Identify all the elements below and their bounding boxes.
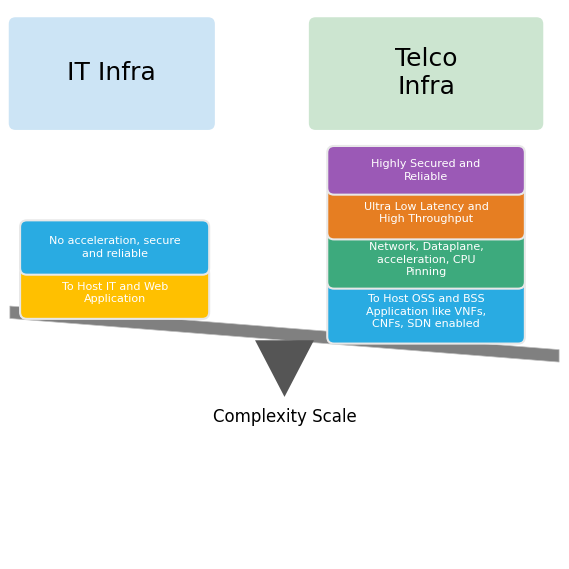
FancyBboxPatch shape bbox=[9, 17, 215, 130]
FancyBboxPatch shape bbox=[20, 220, 209, 275]
Text: No acceleration, secure
and reliable: No acceleration, secure and reliable bbox=[49, 236, 180, 259]
FancyBboxPatch shape bbox=[327, 280, 525, 344]
FancyBboxPatch shape bbox=[327, 231, 525, 288]
FancyBboxPatch shape bbox=[327, 146, 525, 195]
Text: Complexity Scale: Complexity Scale bbox=[213, 408, 356, 426]
FancyBboxPatch shape bbox=[327, 186, 525, 240]
FancyBboxPatch shape bbox=[20, 267, 209, 319]
Polygon shape bbox=[255, 340, 314, 397]
Text: Network, Dataplane,
acceleration, CPU
Pinning: Network, Dataplane, acceleration, CPU Pi… bbox=[369, 242, 484, 277]
Polygon shape bbox=[10, 306, 559, 362]
Text: To Host IT and Web
Application: To Host IT and Web Application bbox=[61, 282, 168, 304]
Text: To Host OSS and BSS
Application like VNFs,
CNFs, SDN enabled: To Host OSS and BSS Application like VNF… bbox=[366, 295, 486, 329]
Text: Telco
Infra: Telco Infra bbox=[395, 47, 457, 99]
Text: IT Infra: IT Infra bbox=[68, 61, 156, 85]
Text: Highly Secured and
Reliable: Highly Secured and Reliable bbox=[372, 159, 481, 182]
FancyBboxPatch shape bbox=[309, 17, 543, 130]
Text: Ultra Low Latency and
High Throughput: Ultra Low Latency and High Throughput bbox=[364, 201, 489, 224]
